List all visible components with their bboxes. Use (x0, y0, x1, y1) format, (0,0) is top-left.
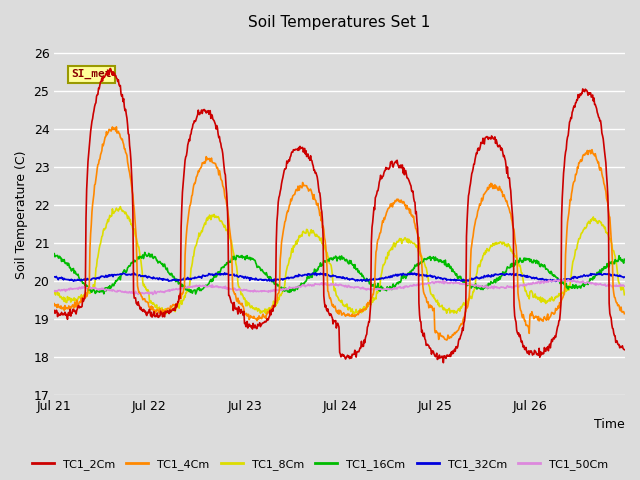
Title: Soil Temperatures Set 1: Soil Temperatures Set 1 (248, 15, 431, 30)
Legend: TC1_2Cm, TC1_4Cm, TC1_8Cm, TC1_16Cm, TC1_32Cm, TC1_50Cm: TC1_2Cm, TC1_4Cm, TC1_8Cm, TC1_16Cm, TC1… (28, 455, 612, 474)
X-axis label: Time: Time (595, 419, 625, 432)
Text: SI_met: SI_met (72, 69, 112, 80)
Y-axis label: Soil Temperature (C): Soil Temperature (C) (15, 150, 28, 279)
